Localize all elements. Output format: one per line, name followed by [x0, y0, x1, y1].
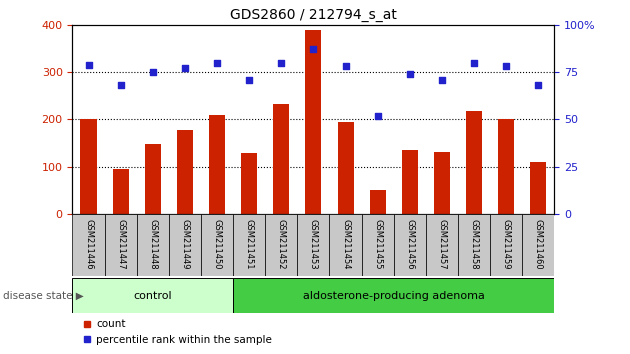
Bar — [426, 214, 458, 276]
Text: GSM211446: GSM211446 — [84, 218, 93, 269]
Bar — [209, 115, 225, 214]
Text: GSM211447: GSM211447 — [116, 218, 125, 269]
Point — [404, 71, 415, 77]
Text: control: control — [134, 291, 172, 301]
Bar — [402, 150, 418, 214]
Text: GSM211459: GSM211459 — [501, 219, 511, 269]
Bar — [233, 214, 265, 276]
Bar — [113, 169, 129, 214]
Bar — [297, 214, 329, 276]
Bar — [530, 162, 546, 214]
Point — [83, 62, 94, 67]
Bar — [233, 278, 554, 313]
Bar — [490, 214, 522, 276]
Point — [276, 60, 286, 65]
Bar — [522, 214, 554, 276]
Point — [501, 64, 511, 69]
Bar — [145, 144, 161, 214]
Bar — [177, 130, 193, 214]
Bar — [72, 278, 233, 313]
Bar — [137, 214, 169, 276]
Legend: count, percentile rank within the sample: count, percentile rank within the sample — [77, 315, 277, 349]
Bar — [394, 214, 426, 276]
Bar — [105, 214, 137, 276]
Text: disease state ▶: disease state ▶ — [3, 291, 84, 301]
Bar — [72, 214, 105, 276]
Text: GSM211450: GSM211450 — [212, 219, 222, 269]
Text: GSM211458: GSM211458 — [469, 218, 479, 269]
Text: GSM211451: GSM211451 — [244, 219, 254, 269]
Text: GSM211448: GSM211448 — [148, 218, 158, 269]
Point — [308, 47, 318, 52]
Bar — [458, 214, 490, 276]
Bar — [434, 152, 450, 214]
Text: GSM211456: GSM211456 — [405, 218, 415, 269]
Text: aldosterone-producing adenoma: aldosterone-producing adenoma — [303, 291, 484, 301]
Bar — [169, 214, 201, 276]
Point — [116, 82, 126, 88]
Point — [437, 77, 447, 82]
Bar — [329, 214, 362, 276]
Text: GSM211454: GSM211454 — [341, 219, 350, 269]
Point — [372, 113, 382, 119]
Point — [180, 65, 190, 71]
Text: GSM211457: GSM211457 — [437, 218, 447, 269]
Point — [340, 64, 350, 69]
Point — [533, 82, 543, 88]
Point — [469, 60, 479, 65]
Text: GSM211449: GSM211449 — [180, 219, 190, 269]
Bar — [466, 111, 482, 214]
Text: GSM211455: GSM211455 — [373, 219, 382, 269]
Bar — [201, 214, 233, 276]
Bar — [273, 104, 289, 214]
Bar — [241, 153, 257, 214]
Bar — [498, 119, 514, 214]
Bar — [306, 29, 321, 214]
Point — [212, 60, 222, 65]
Point — [147, 69, 158, 75]
Text: GSM211453: GSM211453 — [309, 218, 318, 269]
Bar — [338, 122, 353, 214]
Text: GSM211452: GSM211452 — [277, 219, 286, 269]
Bar — [265, 214, 297, 276]
Bar — [362, 214, 394, 276]
Point — [244, 77, 254, 82]
Bar — [81, 119, 96, 214]
Text: GSM211460: GSM211460 — [534, 218, 543, 269]
Bar — [370, 189, 386, 214]
Title: GDS2860 / 212794_s_at: GDS2860 / 212794_s_at — [230, 8, 397, 22]
